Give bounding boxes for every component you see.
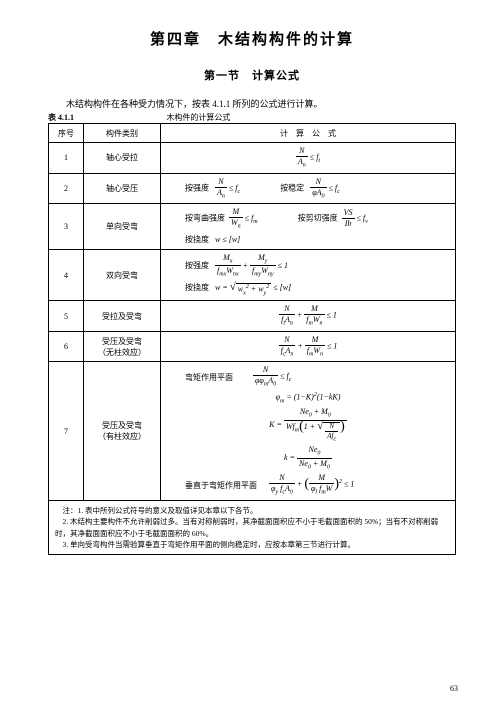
formula-label: 按挠度: [185, 235, 209, 244]
row-formula: 按弯曲强度 MWn ≤ fm 按剪切强度 VSIb ≤ fv 按挠度 w ≤ […: [161, 204, 456, 250]
row-formula: NftAn + MfmWn ≤ 1: [161, 301, 456, 332]
row-idx: 2: [49, 173, 84, 204]
row-idx: 7: [49, 362, 84, 501]
formula-label: 按强度: [185, 261, 209, 270]
formula-label: 按强度: [185, 183, 209, 192]
row-idx: 6: [49, 331, 84, 362]
formula-label: 按挠度: [185, 283, 209, 292]
row-type-line: （有柱效应）: [88, 431, 156, 442]
table-row: 2 轴心受压 按强度 NAn ≤ fc 按稳定 NφA0 ≤ fc: [49, 173, 456, 204]
table-row: 6 受压及受弯 （无柱效应） NfcAn + MfmWn ≤ 1: [49, 331, 456, 362]
row-type: 受压及受弯 （无柱效应）: [84, 331, 161, 362]
row-idx: 4: [49, 249, 84, 300]
row-type-line: 受压及受弯: [88, 420, 156, 431]
header-idx: 序号: [49, 124, 84, 143]
row-type-line: （无柱效应）: [88, 347, 156, 358]
table-row: 4 双向受弯 按强度 MxfmxWnx + MyfmyWny ≤ 1 按挠度 w…: [49, 249, 456, 300]
note-line: 注：1. 表中所列公式符号的意义及取值详见本章以下各节。: [55, 505, 449, 516]
formula-label: 按弯曲强度: [185, 214, 225, 223]
table-caption: 表 4.1.1 木构件的计算公式: [48, 112, 456, 123]
row-idx: 5: [49, 301, 84, 332]
header-type: 构件类别: [84, 124, 161, 143]
formula-table: 序号 构件类别 计 算 公 式 1 轴心受拉 NAn ≤ ft 2 轴心受压 按…: [48, 123, 456, 501]
row-formula: NAn ≤ ft: [161, 143, 456, 174]
page-number: 63: [450, 684, 458, 693]
caption-title: 木构件的计算公式: [76, 112, 321, 123]
header-formula: 计 算 公 式: [161, 124, 456, 143]
row-formula: 按强度 NAn ≤ fc 按稳定 NφA0 ≤ fc: [161, 173, 456, 204]
row-formula: NfcAn + MfmWn ≤ 1: [161, 331, 456, 362]
note-line: 2. 木结构主要构件不允许削弱过多。当有对称削弱时，其净截面面积应不小于毛截面面…: [55, 516, 449, 539]
table-notes: 注：1. 表中所列公式符号的意义及取值详见本章以下各节。 2. 木结构主要构件不…: [48, 501, 456, 555]
chapter-title: 第四章 木结构构件的计算: [48, 28, 456, 49]
row-idx: 3: [49, 204, 84, 250]
table-row: 7 受压及受弯 （有柱效应） 弯矩作用平面 NφφmA0 ≤ fc φm = (…: [49, 362, 456, 501]
formula-label: 弯矩作用平面: [185, 372, 233, 383]
intro-text: 木结构构件在各种受力情况下，按表 4.1.1 所列的公式进行计算。: [48, 97, 456, 110]
row-type: 双向受弯: [84, 249, 161, 300]
table-header-row: 序号 构件类别 计 算 公 式: [49, 124, 456, 143]
formula-label: 按剪切强度: [298, 214, 338, 223]
caption-label: 表 4.1.1: [48, 113, 74, 122]
section-title: 第一节 计算公式: [48, 67, 456, 83]
row-idx: 1: [49, 143, 84, 174]
table-row: 1 轴心受拉 NAn ≤ ft: [49, 143, 456, 174]
row-type-line: 受压及受弯: [88, 336, 156, 347]
row-type: 受拉及受弯: [84, 301, 161, 332]
row-type: 轴心受压: [84, 173, 161, 204]
formula-label: 垂直于弯矩作用平面: [185, 480, 257, 491]
formula-label: 按稳定: [280, 183, 304, 192]
table-row: 5 受拉及受弯 NftAn + MfmWn ≤ 1: [49, 301, 456, 332]
row-type: 单向受弯: [84, 204, 161, 250]
row-type: 受压及受弯 （有柱效应）: [84, 362, 161, 501]
row-type: 轴心受拉: [84, 143, 161, 174]
table-row: 3 单向受弯 按弯曲强度 MWn ≤ fm 按剪切强度 VSIb ≤ fv 按挠…: [49, 204, 456, 250]
note-line: 3. 单向受弯构件当需验算垂直于弯矩作用平面的侧向稳定时，应按本章第三节进行计算…: [55, 539, 449, 550]
row-formula: 按强度 MxfmxWnx + MyfmyWny ≤ 1 按挠度 w = √wx2…: [161, 249, 456, 300]
row-formula: 弯矩作用平面 NφφmA0 ≤ fc φm = (1−K)2(1−kK) K =…: [161, 362, 456, 501]
